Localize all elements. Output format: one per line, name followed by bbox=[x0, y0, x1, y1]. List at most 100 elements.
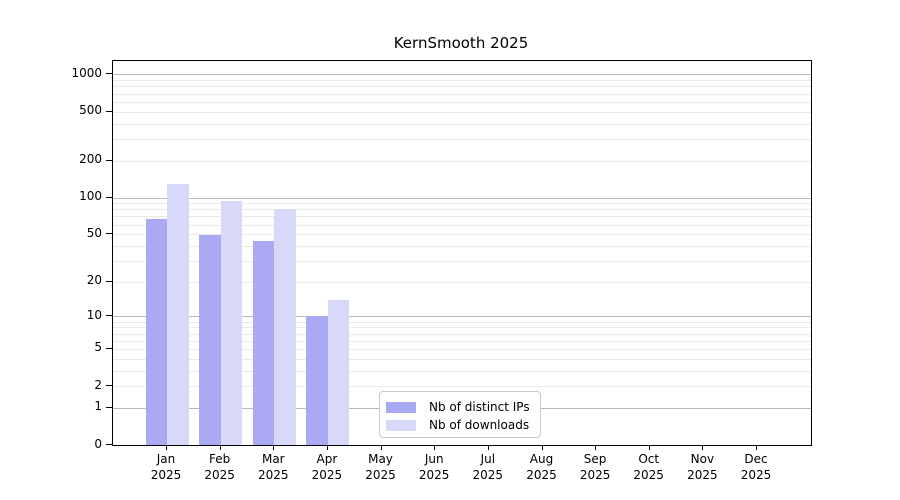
x-tick-month: Feb bbox=[208, 452, 231, 466]
y-tick-mark bbox=[106, 406, 112, 408]
y-tick-mark bbox=[106, 233, 112, 235]
minor-gridline bbox=[113, 327, 811, 329]
major-gridline bbox=[113, 197, 811, 199]
bar-downloads-apr bbox=[327, 299, 350, 445]
bar-distinct-ips-mar bbox=[252, 240, 275, 445]
x-tick-label: Mar 2025 bbox=[246, 451, 300, 483]
minor-gridline bbox=[113, 234, 811, 236]
bar-distinct-ips-feb bbox=[199, 235, 221, 445]
x-tick-mark bbox=[434, 445, 436, 450]
minor-gridline bbox=[113, 101, 811, 103]
x-tick-year: 2025 bbox=[204, 468, 235, 482]
x-tick-year: 2025 bbox=[740, 468, 772, 482]
bar-distinct-ips-apr bbox=[306, 316, 328, 445]
chart-title: KernSmooth 2025 bbox=[393, 34, 529, 52]
legend-item-distinct-ips: Nb of distinct IPs bbox=[386, 398, 532, 416]
x-tick-mark bbox=[487, 445, 489, 450]
y-tick-mark bbox=[106, 196, 112, 198]
x-tick-label: Jul 2025 bbox=[461, 451, 515, 483]
x-tick-year: 2025 bbox=[258, 468, 289, 482]
legend-swatch-downloads bbox=[386, 419, 416, 431]
x-tick-mark bbox=[756, 445, 757, 450]
x-tick-year: 2025 bbox=[579, 468, 611, 482]
x-tick-month: Aug bbox=[529, 452, 554, 466]
minor-gridline bbox=[113, 348, 811, 350]
bar-downloads-mar bbox=[274, 209, 296, 445]
x-tick-month: May bbox=[368, 452, 393, 466]
minor-gridline bbox=[113, 80, 811, 82]
x-tick-year: 2025 bbox=[418, 468, 450, 482]
legend: Nb of distinct IPs Nb of downloads bbox=[379, 391, 541, 438]
x-tick-label: Feb 2025 bbox=[193, 451, 247, 483]
x-tick-year: 2025 bbox=[633, 468, 664, 482]
legend-label-downloads: Nb of downloads bbox=[429, 418, 530, 432]
x-tick-label: May 2025 bbox=[354, 451, 408, 483]
x-tick-mark bbox=[702, 445, 704, 450]
x-tick-mark bbox=[326, 445, 328, 450]
minor-gridline bbox=[113, 260, 811, 262]
y-tick-label: 100 bbox=[79, 189, 102, 203]
x-tick-year: 2025 bbox=[311, 468, 343, 482]
minor-gridline bbox=[113, 123, 811, 125]
x-tick-month: Jul bbox=[480, 452, 496, 466]
x-tick-year: 2025 bbox=[365, 468, 396, 482]
x-tick-month: Oct bbox=[638, 452, 660, 466]
y-tick-mark bbox=[106, 280, 112, 282]
x-tick-label: Jun 2025 bbox=[407, 451, 461, 483]
y-tick-label: 200 bbox=[79, 152, 102, 167]
x-tick-month: Mar bbox=[261, 452, 285, 466]
x-tick-month: Sep bbox=[583, 452, 607, 466]
y-tick-label: 1 bbox=[94, 399, 102, 414]
x-tick-year: 2025 bbox=[526, 468, 557, 482]
y-tick-mark bbox=[106, 385, 112, 387]
bar-distinct-ips-jan bbox=[145, 218, 167, 445]
minor-gridline bbox=[113, 160, 811, 162]
minor-gridline bbox=[113, 203, 811, 205]
minor-gridline bbox=[113, 333, 811, 335]
y-tick-label: 10 bbox=[86, 307, 102, 322]
minor-gridline bbox=[113, 86, 811, 88]
y-tick-mark bbox=[106, 159, 112, 161]
minor-gridline bbox=[113, 321, 811, 323]
bar-downloads-feb bbox=[220, 200, 243, 445]
x-tick-mark bbox=[380, 445, 382, 450]
x-tick-label: Aug 2025 bbox=[515, 451, 569, 483]
minor-gridline bbox=[113, 370, 811, 372]
y-tick-label: 50 bbox=[86, 225, 102, 240]
y-tick-mark bbox=[106, 347, 112, 349]
minor-gridline bbox=[113, 281, 811, 283]
major-gridline bbox=[113, 74, 811, 76]
x-tick-year: 2025 bbox=[472, 468, 504, 482]
x-tick-label: Oct 2025 bbox=[622, 451, 676, 483]
x-tick-month: Jun bbox=[424, 452, 444, 466]
y-tick-mark bbox=[106, 444, 112, 445]
x-tick-month: Dec bbox=[744, 452, 768, 466]
legend-label-distinct-ips: Nb of distinct IPs bbox=[429, 400, 530, 414]
x-tick-mark bbox=[219, 445, 221, 450]
minor-gridline bbox=[113, 111, 811, 113]
x-tick-label: Sep 2025 bbox=[568, 451, 622, 483]
minor-gridline bbox=[113, 138, 811, 140]
x-tick-year: 2025 bbox=[687, 468, 718, 482]
y-tick-mark bbox=[106, 315, 112, 317]
minor-gridline bbox=[113, 340, 811, 342]
x-tick-month: Jan bbox=[156, 452, 176, 466]
y-tick-mark bbox=[106, 110, 112, 112]
x-tick-label: Dec 2025 bbox=[729, 451, 783, 483]
minor-gridline bbox=[113, 224, 811, 226]
x-tick-label: Apr 2025 bbox=[300, 451, 354, 483]
x-tick-label: Nov 2025 bbox=[675, 451, 729, 483]
x-tick-month: Apr bbox=[316, 452, 338, 466]
x-tick-label: Jan 2025 bbox=[139, 451, 193, 483]
minor-gridline bbox=[113, 245, 811, 247]
minor-gridline bbox=[113, 209, 811, 211]
x-tick-mark bbox=[273, 445, 275, 450]
minor-gridline bbox=[113, 358, 811, 360]
minor-gridline bbox=[113, 386, 811, 388]
x-tick-mark bbox=[595, 445, 597, 450]
minor-gridline bbox=[113, 93, 811, 95]
y-tick-label: 20 bbox=[86, 273, 102, 288]
y-tick-mark bbox=[106, 73, 112, 75]
x-tick-mark bbox=[648, 445, 650, 450]
